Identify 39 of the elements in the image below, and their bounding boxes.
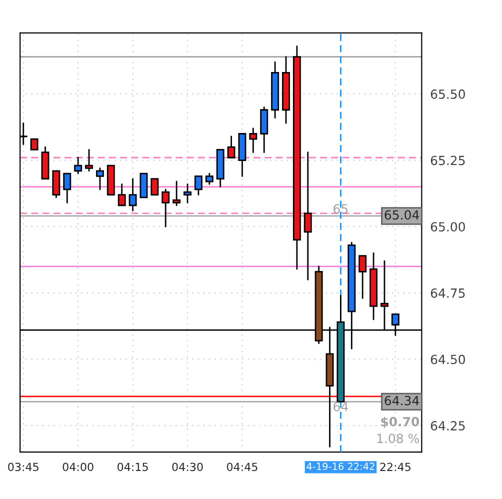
x-tick-label: 04:45 xyxy=(226,462,258,472)
candlestick xyxy=(184,183,192,204)
annotation: 1.08 % xyxy=(377,434,419,444)
candlestick xyxy=(260,106,268,154)
candlestick xyxy=(140,172,148,198)
candlestick xyxy=(205,172,214,185)
x-tick-label: 04:00 xyxy=(62,462,94,472)
ref-line-label: 64.34 xyxy=(384,396,419,406)
y-tick-label: 65.00 xyxy=(430,222,465,232)
candlestick xyxy=(194,175,202,196)
candlestick xyxy=(150,178,159,196)
candlestick xyxy=(162,188,170,228)
y-tick-label: 65.50 xyxy=(430,89,465,99)
annotation: 65 xyxy=(334,204,348,214)
candlestick xyxy=(96,168,104,190)
y-tick-label: 64.75 xyxy=(430,288,465,298)
candlestick xyxy=(74,156,82,174)
candlestick xyxy=(85,148,93,172)
x-tick-label: 04:30 xyxy=(172,462,203,472)
x-tick-label: 04:15 xyxy=(118,462,148,472)
y-tick-label: 64.25 xyxy=(430,421,465,430)
candlestick xyxy=(358,255,367,299)
candlestick xyxy=(227,136,236,158)
candlestick xyxy=(30,138,38,150)
y-tick-label: 65.25 xyxy=(430,156,465,166)
x-tick-label: 22:45 xyxy=(380,462,410,472)
annotation: $0.70 xyxy=(381,416,420,428)
y-tick-label: 64.50 xyxy=(430,354,465,364)
candlestick xyxy=(63,172,72,204)
x-tick-label: 03:45 xyxy=(8,462,38,472)
annotation: 64 xyxy=(334,402,348,412)
candlestick xyxy=(128,178,137,212)
candlestick xyxy=(118,183,126,206)
candlestick xyxy=(52,170,60,198)
x-tick-label: 4-19-16 22:42 xyxy=(306,462,374,470)
ref-line-label: 65.04 xyxy=(384,210,419,220)
candlestick xyxy=(172,180,181,206)
candlestick xyxy=(249,128,258,154)
candlestick xyxy=(304,152,312,280)
